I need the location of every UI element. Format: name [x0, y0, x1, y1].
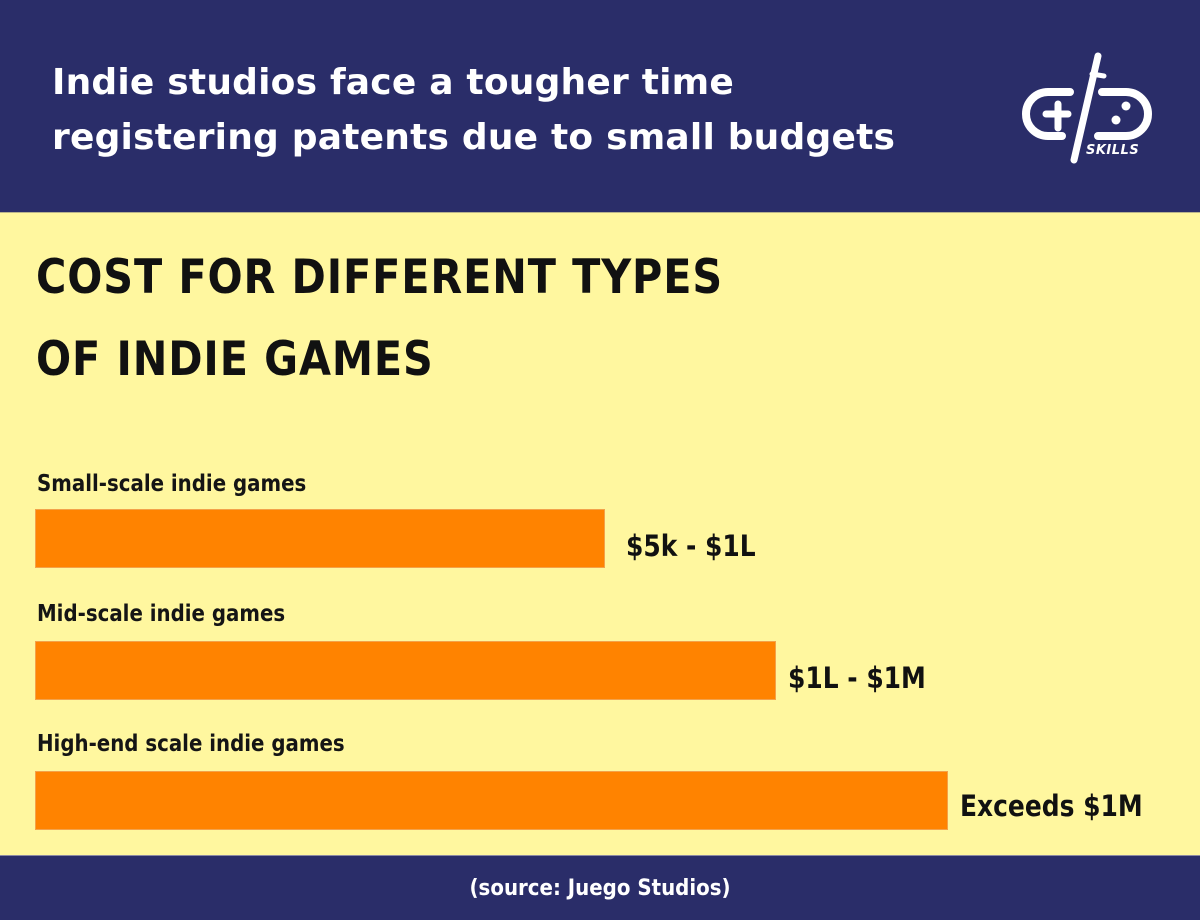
bar-small-scale — [36, 510, 604, 567]
bar-value-small-scale: $5k - $1L — [626, 529, 756, 563]
bar-label-mid-scale: Mid-scale indie games — [37, 601, 286, 627]
header-banner: Indie studios face a tougher time regist… — [0, 0, 1200, 212]
chart-panel: COST FOR DIFFERENT TYPES OF INDIE GAMES … — [0, 212, 1200, 855]
bar-label-small-scale: Small-scale indie games — [37, 471, 307, 497]
logo-text: SKILLS — [1086, 143, 1140, 158]
chart-title-line-2: OF INDIE GAMES — [36, 332, 434, 387]
chart-title: COST FOR DIFFERENT TYPES OF INDIE GAMES — [36, 237, 723, 401]
gd-skills-logo-icon — [1022, 52, 1152, 164]
bar-value-mid-scale: $1L - $1M — [788, 661, 926, 695]
bar-high-end — [36, 772, 947, 829]
chart-title-line-1: COST FOR DIFFERENT TYPES — [36, 250, 724, 305]
source-text: (source: Juego Studios) — [469, 875, 731, 901]
bar-mid-scale — [36, 642, 775, 699]
headline-line-1: Indie studios face a tougher time — [52, 62, 734, 103]
source-footer: (source: Juego Studios) — [0, 855, 1200, 920]
bar-value-high-end: Exceeds $1M — [960, 789, 1143, 823]
headline-line-2: registering patents due to small budgets — [52, 117, 896, 158]
bar-label-high-end: High-end scale indie games — [37, 731, 345, 757]
headline: Indie studios face a tougher time regist… — [52, 55, 895, 165]
